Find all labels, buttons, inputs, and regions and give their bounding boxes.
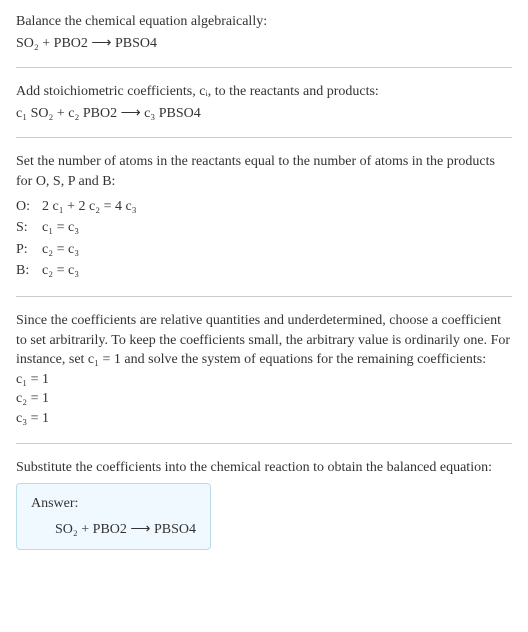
table-row: B: c₂ = c₃ [16,260,143,282]
atom-label: B: [16,260,42,282]
atoms-intro: Set the number of atoms in the reactants… [16,152,512,191]
atom-label: S: [16,217,42,239]
atom-label: P: [16,239,42,261]
section-atom-equations: Set the number of atoms in the reactants… [16,152,512,282]
divider [16,296,512,297]
answer-label: Answer: [31,494,196,514]
main-reaction: SO₂ + PBO2 ⟶ PBSO4 [16,34,512,54]
substitute-intro: Substitute the coefficients into the che… [16,458,512,478]
section-title: Balance the chemical equation algebraica… [16,12,512,53]
atom-equation: 2 c₁ + 2 c₂ = 4 c₃ [42,196,143,218]
coeff-reaction: c₁ SO₂ + c₂ PBO2 ⟶ c₃ PBSO4 [16,104,512,124]
coeff-intro: Add stoichiometric coefficients, cᵢ, to … [16,82,512,102]
atom-equation: c₂ = c₃ [42,260,143,282]
answer-reaction: SO₂ + PBO2 ⟶ PBSO4 [31,520,196,540]
solved-c1: c₁ = 1 [16,370,512,390]
table-row: O: 2 c₁ + 2 c₂ = 4 c₃ [16,196,143,218]
divider [16,443,512,444]
atom-equation: c₂ = c₃ [42,239,143,261]
section-substitute: Substitute the coefficients into the che… [16,458,512,551]
section-underdetermined: Since the coefficients are relative quan… [16,311,512,429]
underdetermined-intro: Since the coefficients are relative quan… [16,311,512,370]
atom-equation: c₁ = c₃ [42,217,143,239]
section-coefficients: Add stoichiometric coefficients, cᵢ, to … [16,82,512,123]
title-text: Balance the chemical equation algebraica… [16,12,512,32]
table-row: S: c₁ = c₃ [16,217,143,239]
table-row: P: c₂ = c₃ [16,239,143,261]
divider [16,137,512,138]
divider [16,67,512,68]
atom-label: O: [16,196,42,218]
answer-box: Answer: SO₂ + PBO2 ⟶ PBSO4 [16,483,211,550]
atom-eq-table: O: 2 c₁ + 2 c₂ = 4 c₃ S: c₁ = c₃ P: c₂ =… [16,196,143,282]
solved-c3: c₃ = 1 [16,409,512,429]
solved-c2: c₂ = 1 [16,389,512,409]
